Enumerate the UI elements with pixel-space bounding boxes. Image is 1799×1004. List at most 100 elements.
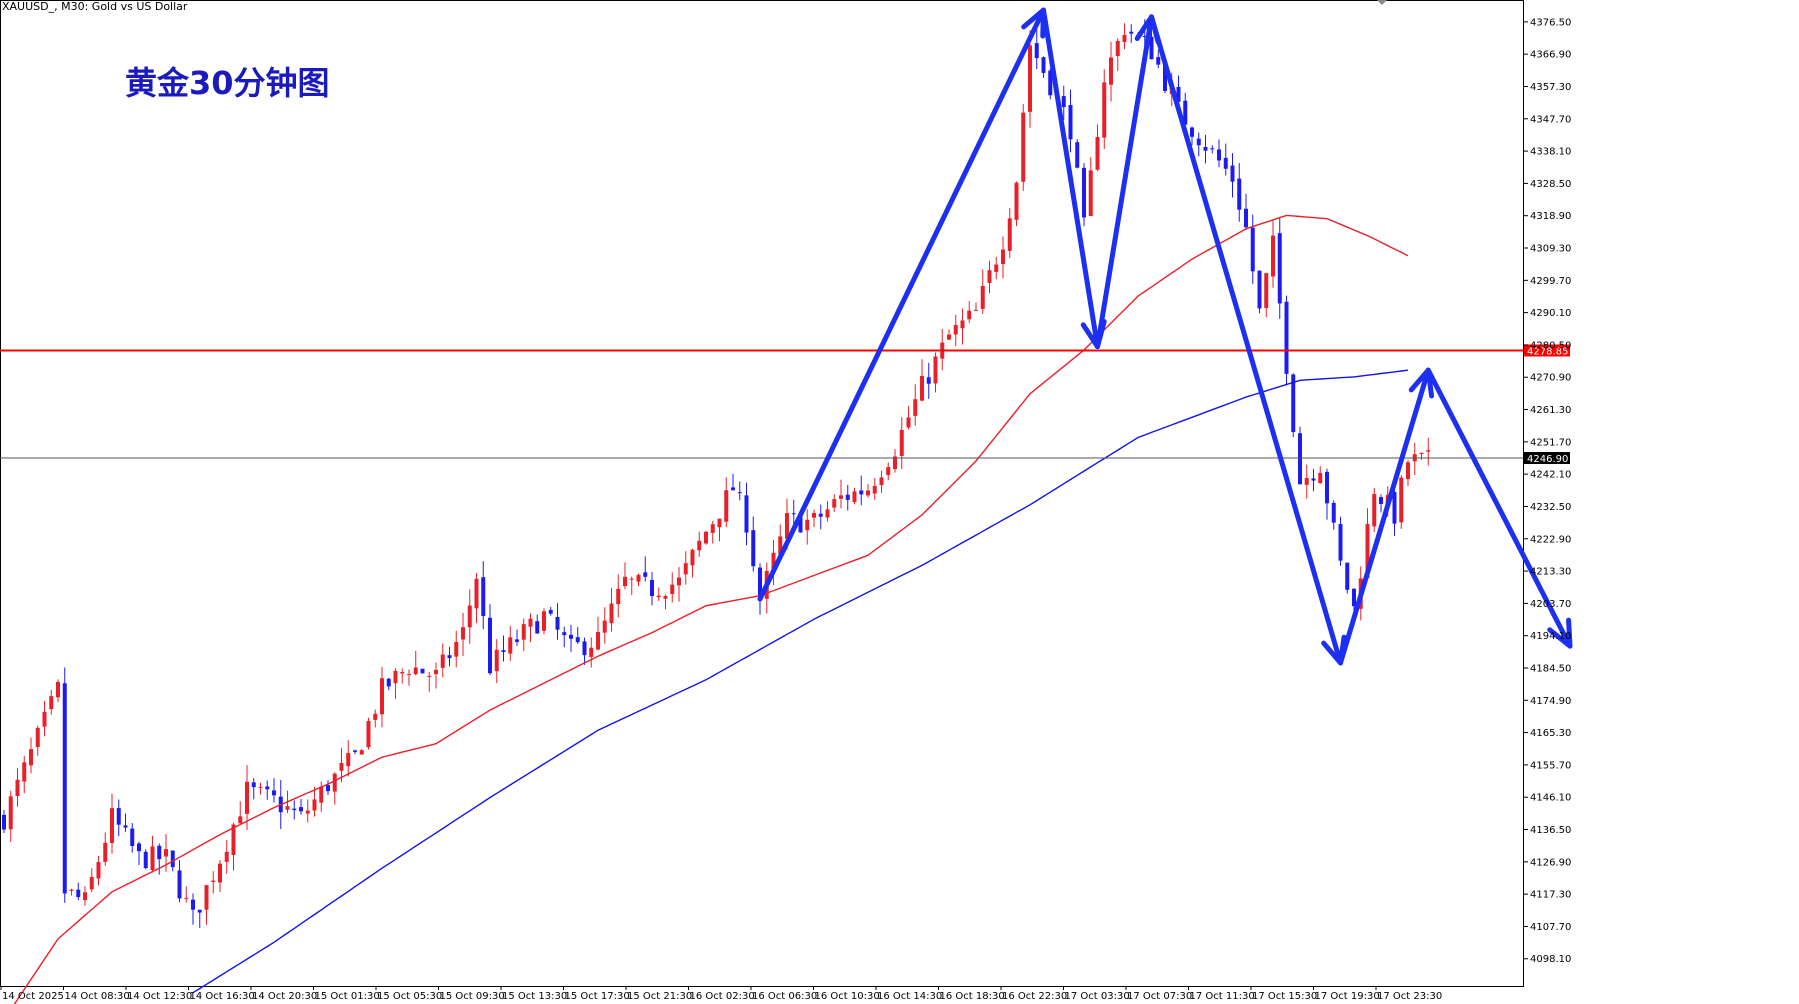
- candle-body: [845, 494, 850, 500]
- candle-body: [292, 808, 297, 811]
- y-tick-label: 4117.30: [1530, 890, 1571, 901]
- candle-body: [1217, 149, 1221, 161]
- candle: [326, 780, 330, 796]
- candle: [1311, 468, 1316, 492]
- candle: [1203, 134, 1208, 164]
- candle-body: [616, 588, 621, 605]
- candle-body: [440, 654, 445, 668]
- candle: [35, 725, 40, 756]
- candle: [731, 474, 735, 491]
- candle: [1372, 487, 1377, 532]
- candle-body: [170, 850, 175, 868]
- candle: [1156, 49, 1161, 69]
- candle-body: [211, 880, 216, 883]
- candle: [501, 635, 506, 662]
- x-tick-label: 17 Oct 03:30: [1065, 991, 1130, 1002]
- candle-body: [1399, 477, 1404, 523]
- candle-body: [103, 842, 108, 862]
- candle-body: [2, 814, 6, 830]
- candle-body: [791, 513, 796, 515]
- candle: [1217, 139, 1221, 168]
- candle: [650, 572, 654, 606]
- y-tick-label: 4328.50: [1530, 179, 1571, 190]
- x-tick: 15 Oct 13:30: [500, 986, 567, 1002]
- candle: [1007, 208, 1012, 259]
- candle-body: [461, 627, 465, 640]
- y-tick-label: 4299.70: [1530, 276, 1571, 287]
- candle-body: [555, 616, 560, 630]
- candle-body: [1250, 227, 1255, 272]
- trend-arrow-shaft: [1425, 367, 1573, 649]
- candle-body: [258, 786, 263, 788]
- candle-body: [1426, 450, 1431, 452]
- candle: [8, 790, 13, 842]
- candle-body: [528, 618, 533, 627]
- x-tick: 17 Oct 15:30: [1250, 986, 1317, 1002]
- x-tick-label: 14 Oct 12:30: [127, 991, 192, 1002]
- candle-body: [1203, 146, 1208, 151]
- candle: [1325, 468, 1329, 520]
- candle-body: [76, 889, 81, 898]
- candle: [1183, 92, 1188, 125]
- x-tick: 16 Oct 06:30: [750, 986, 817, 1002]
- candle: [272, 778, 276, 803]
- y-tick: 4280.50: [1523, 340, 1571, 351]
- x-tick-label: 17 Oct 11:30: [1190, 991, 1255, 1002]
- x-tick-label: 16 Oct 14:30: [877, 991, 942, 1002]
- x-tick-label: 16 Oct 02:30: [690, 991, 755, 1002]
- x-tick: 14 Oct 16:30: [188, 986, 255, 1002]
- y-tick-label: 4213.30: [1530, 567, 1571, 578]
- candle-body: [596, 632, 600, 650]
- candle-body: [609, 603, 614, 624]
- candle: [224, 840, 229, 874]
- candle: [89, 868, 94, 893]
- candle: [1048, 68, 1053, 100]
- candle: [184, 886, 189, 903]
- candle-body: [272, 790, 276, 796]
- candle: [717, 518, 722, 542]
- candle-body: [859, 490, 864, 495]
- candle: [1379, 494, 1383, 513]
- candle-body: [197, 909, 202, 913]
- candle-body: [575, 637, 580, 643]
- candle: [629, 576, 634, 596]
- candle-body: [393, 670, 398, 684]
- candle: [859, 475, 864, 506]
- candle-body: [1237, 178, 1242, 210]
- candle-body: [15, 779, 20, 797]
- candle: [602, 607, 607, 644]
- candle: [76, 882, 81, 901]
- y-tick: 4203.70: [1523, 599, 1571, 610]
- candle-body: [818, 513, 823, 517]
- candle: [83, 886, 87, 906]
- candle-body: [89, 876, 94, 890]
- candle-body: [724, 490, 729, 522]
- candle: [481, 561, 486, 630]
- y-tick: 4270.90: [1523, 373, 1571, 384]
- candle: [130, 823, 135, 853]
- candle-body: [629, 578, 634, 580]
- candle-body: [515, 639, 519, 642]
- candle: [663, 594, 668, 610]
- candle-body: [224, 851, 229, 862]
- candle: [1041, 56, 1046, 78]
- candle-body: [926, 377, 931, 384]
- candle-body: [1014, 182, 1019, 220]
- candle: [407, 669, 411, 686]
- candle: [1345, 562, 1350, 594]
- candle-body: [751, 530, 756, 567]
- x-tick: 15 Oct 21:30: [625, 986, 692, 1002]
- candle: [238, 801, 243, 824]
- candle: [872, 477, 877, 500]
- candle-body: [467, 605, 472, 628]
- candle-body: [1304, 478, 1309, 485]
- candle-body: [29, 749, 33, 766]
- y-tick-label: 4098.10: [1530, 954, 1571, 965]
- candle-body: [683, 563, 688, 575]
- candle: [535, 614, 540, 634]
- candle-body: [380, 678, 384, 715]
- x-tick-label: 15 Oct 05:30: [377, 991, 442, 1002]
- candle-body: [542, 611, 546, 631]
